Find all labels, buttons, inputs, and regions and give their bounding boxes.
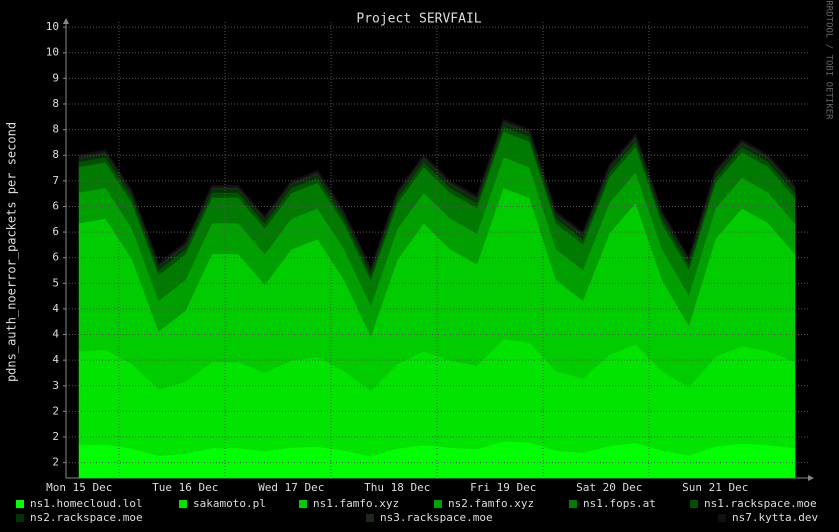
legend-swatch: [718, 514, 726, 522]
y-tick-label: 8: [52, 123, 59, 136]
legend-swatch: [179, 500, 187, 508]
y-tick-label: 10: [46, 20, 59, 33]
legend-swatch: [366, 514, 374, 522]
y-tick-label: 2: [52, 456, 59, 469]
x-tick-label: Tue 16 Dec: [152, 481, 218, 494]
x-tick-label: Sat 20 Dec: [576, 481, 642, 494]
y-tick-label: 6: [52, 251, 59, 264]
legend-label: ns1.rackspace.moe: [704, 497, 817, 510]
legend-swatch: [16, 514, 24, 522]
grid: [66, 22, 808, 478]
y-tick-label: 5: [52, 276, 59, 289]
legend-label: ns1.famfo.xyz: [313, 497, 399, 510]
legend-label: ns1.fops.at: [583, 497, 656, 510]
y-tick-label: 7: [52, 174, 59, 187]
watermark: RRDTOOL / TOBI OETIKER: [824, 0, 834, 120]
y-tick-label: 9: [52, 71, 59, 84]
x-tick-label: Sun 21 Dec: [682, 481, 748, 494]
legend-swatch: [690, 500, 698, 508]
y-tick-label: 2: [52, 430, 59, 443]
y-tick-label: 8: [52, 97, 59, 110]
x-tick-label: Thu 18 Dec: [364, 481, 430, 494]
x-axis-arrow: [808, 475, 814, 481]
y-tick-label: 4: [52, 353, 59, 366]
legend-swatch: [16, 500, 24, 508]
chart-title: Project SERVFAIL: [356, 12, 481, 27]
area: [78, 118, 796, 271]
legend-label: sakamoto.pl: [193, 497, 266, 510]
legend-label: ns2.rackspace.moe: [30, 511, 143, 524]
y-axis-arrow: [63, 18, 69, 24]
y-axis-label: pdns_auth_noerror_packets per second: [5, 122, 19, 382]
legend-swatch: [299, 500, 307, 508]
legend-label: ns1.homecloud.lol: [30, 497, 143, 510]
x-tick-label: Mon 15 Dec: [46, 481, 112, 494]
legend-label: ns2.famfo.xyz: [448, 497, 534, 510]
x-tick-label: Wed 17 Dec: [258, 481, 324, 494]
y-tick-label: 4: [52, 302, 59, 315]
legend-label: ns3.rackspace.moe: [380, 511, 493, 524]
x-tick-label: Fri 19 Dec: [470, 481, 536, 494]
legend-label: ns7.kytta.dev: [732, 511, 818, 524]
legend-swatch: [569, 500, 577, 508]
y-tick-label: 2: [52, 404, 59, 417]
y-tick-label: 8: [52, 148, 59, 161]
legend-swatch: [434, 500, 442, 508]
y-tick-label: 6: [52, 199, 59, 212]
y-tick-label: 4: [52, 328, 59, 341]
y-tick-label: 3: [52, 379, 59, 392]
y-tick-label: 6: [52, 225, 59, 238]
y-tick-label: 10: [46, 46, 59, 59]
